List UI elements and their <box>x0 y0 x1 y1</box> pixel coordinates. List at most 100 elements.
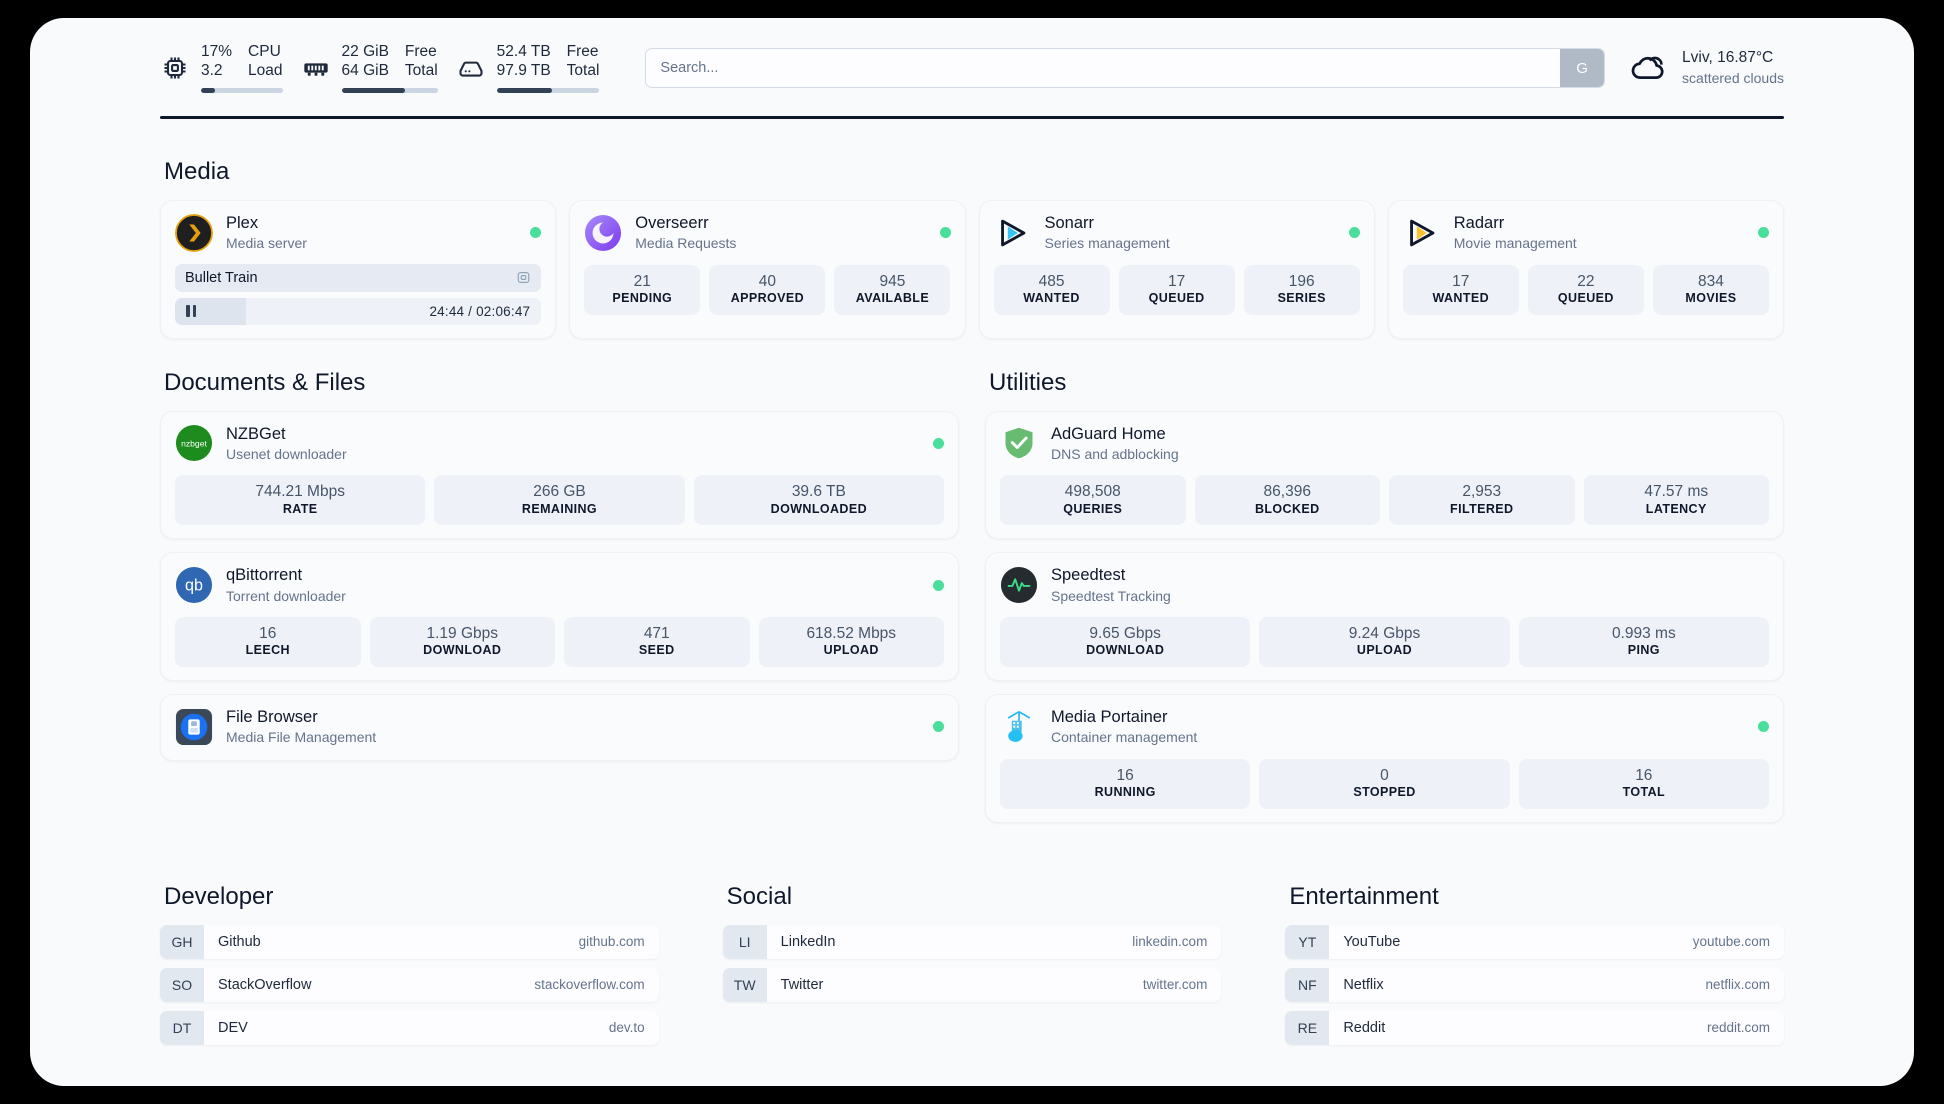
stat-value: 16 <box>259 624 277 642</box>
list-item[interactable]: NF Netflix netflix.com <box>1285 967 1784 1002</box>
cpu-load-value: 3.2 <box>201 62 223 79</box>
stat-running: 16 RUNNING <box>1000 758 1251 809</box>
memory-usage-bar <box>341 87 438 93</box>
service-card-portainer[interactable]: Media Portainer Container management 16 … <box>985 693 1784 823</box>
bookmark-name: Netflix <box>1343 976 1384 993</box>
list-item[interactable]: RE Reddit reddit.com <box>1285 1010 1784 1045</box>
stat-blocked: 86,396 BLOCKED <box>1194 475 1380 526</box>
list-item[interactable]: TW Twitter twitter.com <box>722 967 1222 1002</box>
stat-value: 266 GB <box>533 483 586 501</box>
plex-status-dot <box>530 227 542 239</box>
svg-text:qb: qb <box>185 577 203 595</box>
bookmark-url: stackoverflow.com <box>534 977 645 992</box>
bookmark-badge: LI <box>722 924 767 959</box>
nzbget-stats: 744.21 Mbps RATE 266 GB REMAINING 39.6 T… <box>175 475 944 526</box>
stat-ping: 0.993 ms PING <box>1518 616 1769 667</box>
service-card-plex[interactable]: Plex Media server Bullet Train <box>160 200 557 339</box>
filebrowser-icon <box>175 708 213 746</box>
filebrowser-status-dot <box>933 721 944 733</box>
stat-label: MOVIES <box>1685 291 1737 305</box>
list-item[interactable]: YT YouTube youtube.com <box>1285 924 1784 959</box>
stat-label: WANTED <box>1023 291 1080 305</box>
list-item[interactable]: DT DEV dev.to <box>160 1010 659 1045</box>
sonarr-icon <box>994 214 1032 252</box>
cpu-icon <box>160 53 190 83</box>
service-card-nzbget[interactable]: nzbget NZBGet Usenet downloader 74 <box>160 410 959 540</box>
plex-progress-bar[interactable]: 24:44 / 02:06:47 <box>175 297 542 325</box>
stat-value: 945 <box>879 272 906 290</box>
memory-label-bottom: Total <box>404 62 438 79</box>
bookmark-url: dev.to <box>608 1020 645 1035</box>
stat-value: 21 <box>633 272 651 290</box>
plex-now-playing: Bullet Train 24:44 / 02:06:47 <box>175 263 542 325</box>
search-provider-button[interactable]: G <box>1560 49 1605 87</box>
stat-value: 86,396 <box>1263 483 1311 501</box>
bookmark-badge: SO <box>160 967 204 1002</box>
stat-value: 0 <box>1380 766 1389 784</box>
stat-value: 498,508 <box>1064 483 1121 501</box>
stat-label: SERIES <box>1277 291 1326 305</box>
stat-value: 471 <box>643 624 670 642</box>
stat-series: 196 SERIES <box>1243 264 1360 315</box>
stat-value: 618.52 Mbps <box>806 624 897 642</box>
bookmark-badge: TW <box>722 967 767 1002</box>
search-input[interactable] <box>646 49 1561 87</box>
list-item[interactable]: LI LinkedIn linkedin.com <box>722 924 1222 959</box>
list-item[interactable]: GH Github github.com <box>160 924 659 959</box>
service-card-overseerr[interactable]: Overseerr Media Requests 21 PENDING 40 A… <box>569 200 966 339</box>
adguard-name: AdGuard Home <box>1051 424 1166 443</box>
section-title-utilities: Utilities <box>989 368 1067 396</box>
search-bar[interactable]: G <box>645 48 1606 88</box>
stat-filtered: 2,953 FILTERED <box>1389 475 1575 526</box>
memory-free-value: 22 GiB <box>341 43 389 61</box>
system-stat-disk: 52.4 TB 97.9 TB Free Total <box>456 43 600 93</box>
stat-movies: 834 MOVIES <box>1652 264 1769 315</box>
stat-label: WANTED <box>1432 291 1490 305</box>
bookmark-url: netflix.com <box>1705 977 1770 992</box>
qbittorrent-stats: 16 LEECH 1.19 Gbps DOWNLOAD 471 SEED <box>175 616 944 667</box>
overseerr-stats: 21 PENDING 40 APPROVED 945 AVAILABLE <box>584 264 951 315</box>
overseerr-name: Overseerr <box>635 214 709 232</box>
bookmark-name: Reddit <box>1343 1019 1386 1036</box>
bookmark-group-entertainment: Entertainment YT YouTube youtube.com NF … <box>1285 883 1784 1045</box>
adguard-subtitle: DNS and adblocking <box>1051 446 1179 463</box>
filebrowser-subtitle: Media File Management <box>226 729 377 746</box>
stat-label: DOWNLOAD <box>1086 643 1165 658</box>
stat-label: QUERIES <box>1063 501 1123 516</box>
service-card-filebrowser[interactable]: File Browser Media File Management <box>160 693 959 761</box>
service-card-qbittorrent[interactable]: qb qBittorrent Torrent downloader <box>160 552 959 681</box>
list-item[interactable]: SO StackOverflow stackoverflow.com <box>160 967 659 1002</box>
disk-label-bottom: Total <box>566 62 600 79</box>
stat-approved: 40 APPROVED <box>709 264 826 315</box>
stat-total: 16 TOTAL <box>1518 758 1769 809</box>
service-card-radarr[interactable]: Radarr Movie management 17 WANTED 22 QUE… <box>1387 200 1784 339</box>
disk-usage-bar <box>496 87 600 93</box>
nzbget-subtitle: Usenet downloader <box>226 446 347 463</box>
stat-label: REMAINING <box>521 501 598 516</box>
disk-free-value: 52.4 TB <box>496 43 551 61</box>
service-card-speedtest[interactable]: Speedtest Speedtest Tracking 9.65 Gbps D… <box>985 552 1784 681</box>
pause-icon[interactable] <box>186 305 196 318</box>
sonarr-stats: 485 WANTED 17 QUEUED 196 SERIES <box>993 264 1360 315</box>
ram-icon <box>301 53 331 83</box>
service-card-adguard[interactable]: AdGuard Home DNS and adblocking 498,508 … <box>985 410 1784 540</box>
bookmark-url: youtube.com <box>1692 934 1770 949</box>
service-card-sonarr[interactable]: Sonarr Series management 485 WANTED 17 Q… <box>978 200 1375 339</box>
cast-icon[interactable] <box>516 270 531 285</box>
plex-subtitle: Media server <box>226 235 307 252</box>
weather-widget: Lviv, 16.87°C scattered clouds <box>1629 48 1784 88</box>
speedtest-icon <box>1000 566 1038 604</box>
disk-label-top: Free <box>566 43 599 61</box>
stat-value: 744.21 Mbps <box>255 483 345 501</box>
bookmark-badge: YT <box>1285 924 1330 959</box>
cpu-usage-value: 17% <box>201 43 233 61</box>
bookmark-name: Github <box>218 933 261 950</box>
stat-value: 17 <box>1452 272 1470 290</box>
stat-value: 9.24 Gbps <box>1348 624 1421 642</box>
bookmark-badge: GH <box>160 924 204 959</box>
stat-queued: 17 QUEUED <box>1118 264 1235 315</box>
documents-section: Documents & Files nzbget <box>160 369 959 823</box>
stat-value: 47.57 ms <box>1644 483 1709 501</box>
stat-label: UPLOAD <box>1356 643 1413 658</box>
stat-upload: 618.52 Mbps UPLOAD <box>758 616 944 667</box>
